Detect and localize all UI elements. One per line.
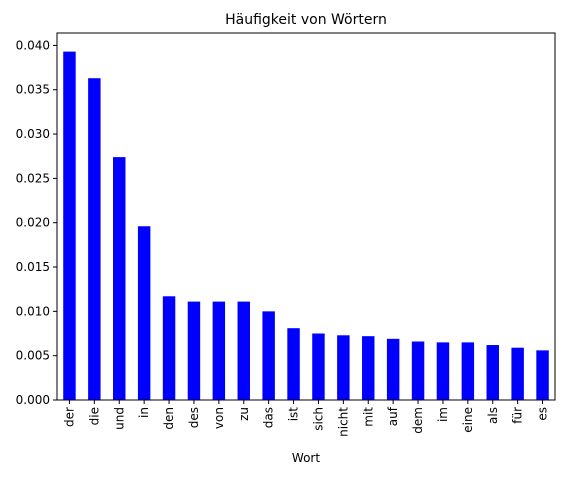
y-tick-label: 0.000: [16, 393, 50, 407]
bar-nicht: [337, 335, 350, 400]
x-tick-label: zu: [237, 407, 251, 421]
x-tick-label: sich: [311, 407, 325, 431]
bar-des: [187, 301, 201, 400]
x-axis-label: Wort: [292, 451, 320, 465]
bar-im: [436, 342, 450, 400]
bar-mit: [362, 336, 375, 400]
plot-frame: [56, 32, 556, 401]
bar-dem: [411, 341, 425, 400]
bar-zu: [237, 301, 250, 400]
x-tick-label: eine: [461, 407, 475, 433]
bar-das: [262, 311, 275, 400]
x-tick-label: ist: [287, 407, 301, 422]
bar-die: [88, 78, 101, 400]
x-tick-label: auf: [386, 406, 400, 426]
bars-layer: [63, 51, 549, 401]
bar-sich: [312, 333, 325, 400]
y-axis: 0.000 0.005 0.010 0.015 0.020 0.025 0.030 0.035…: [16, 38, 57, 407]
bar-eine: [461, 342, 475, 400]
chart-title: Häufigkeit von Wörtern: [225, 12, 387, 28]
x-tick-label: dem: [411, 407, 425, 434]
x-tick-label: in: [137, 407, 151, 418]
x-tick-label: von: [212, 407, 226, 429]
y-tick-label: 0.015: [16, 260, 50, 274]
x-tick-label: als: [486, 407, 500, 424]
x-tick-label: des: [187, 407, 201, 428]
bar-der: [63, 51, 76, 401]
y-tick-label: 0.010: [16, 304, 50, 318]
x-tick-label: die: [87, 407, 101, 425]
x-tick-label: das: [262, 407, 276, 428]
bar-für: [511, 347, 524, 400]
y-tick-label: 0.040: [16, 38, 50, 52]
bar-auf: [386, 338, 400, 400]
x-tick-label: der: [62, 407, 76, 427]
y-tick-label: 0.020: [16, 216, 50, 230]
bar-von: [212, 301, 226, 400]
bar-als: [486, 345, 499, 400]
x-tick-label: und: [112, 407, 126, 430]
y-tick-label: 0.025: [16, 171, 50, 185]
y-tick-label: 0.005: [16, 349, 50, 363]
x-tick-label: für: [511, 407, 525, 424]
x-tick-label: es: [536, 407, 550, 421]
x-tick-label: nicht: [336, 407, 350, 437]
bar-ist: [287, 328, 300, 400]
y-tick-label: 0.030: [16, 127, 50, 141]
x-tick-label: den: [162, 407, 176, 430]
bar-es: [536, 350, 549, 400]
x-tick-label: im: [436, 407, 450, 422]
bar-und: [113, 157, 126, 400]
y-tick-label: 0.035: [16, 83, 50, 97]
x-axis: der die und in den des von zu das ist sich nicht mit…: [62, 400, 550, 437]
bar-in: [137, 226, 151, 400]
bar-den: [162, 296, 176, 400]
x-tick-label: mit: [361, 407, 375, 427]
